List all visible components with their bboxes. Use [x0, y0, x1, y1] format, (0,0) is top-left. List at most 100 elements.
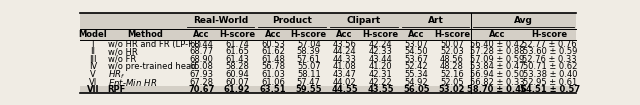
- Text: 61.92: 61.92: [224, 85, 250, 94]
- Text: Real-World: Real-World: [193, 16, 248, 25]
- Text: 53.02: 53.02: [439, 85, 465, 94]
- Text: 48.56: 48.56: [440, 55, 464, 64]
- Text: 53.38 ± 0.40: 53.38 ± 0.40: [523, 70, 577, 79]
- Text: 42.31: 42.31: [369, 70, 392, 79]
- Bar: [80, 63, 576, 71]
- Text: 56.78: 56.78: [261, 62, 285, 71]
- Text: H-score: H-score: [434, 30, 470, 39]
- Text: 42.22: 42.22: [369, 78, 392, 87]
- Text: 68.90: 68.90: [189, 55, 213, 64]
- Text: 52.05: 52.05: [440, 78, 464, 87]
- Bar: [80, 86, 576, 93]
- Text: w/o FR: w/o FR: [108, 55, 136, 64]
- Text: 52.42: 52.42: [404, 62, 428, 71]
- Text: H-score: H-score: [362, 30, 399, 39]
- Text: 60.07: 60.07: [225, 78, 249, 87]
- Text: 58.28: 58.28: [225, 62, 249, 71]
- Text: 41.08: 41.08: [333, 62, 356, 71]
- Text: Method: Method: [127, 30, 163, 39]
- Text: 57.47: 57.47: [297, 78, 321, 87]
- Bar: [80, 13, 576, 40]
- Text: 54.92: 54.92: [404, 78, 428, 87]
- Text: 48.28: 48.28: [440, 62, 464, 71]
- Text: 55.34: 55.34: [404, 70, 428, 79]
- Text: II: II: [90, 47, 95, 56]
- Text: 61.74: 61.74: [225, 40, 249, 49]
- Text: 57.28 ± 0.88: 57.28 ± 0.88: [470, 47, 525, 56]
- Text: 53.84 ± 0.47: 53.84 ± 0.47: [470, 62, 525, 71]
- Text: 53.60 ± 0.59: 53.60 ± 0.59: [523, 47, 577, 56]
- Text: 68.44: 68.44: [189, 40, 213, 49]
- Text: 52.16: 52.16: [440, 70, 464, 79]
- Text: 54.51 ± 0.57: 54.51 ± 0.57: [520, 85, 580, 94]
- Text: 58.39: 58.39: [297, 47, 321, 56]
- Text: 52.03: 52.03: [440, 47, 464, 56]
- Text: 61.65: 61.65: [225, 47, 249, 56]
- Text: 58.70 ± 0.46: 58.70 ± 0.46: [467, 85, 527, 94]
- Text: H-score: H-score: [291, 30, 327, 39]
- Text: 67.93: 67.93: [189, 70, 213, 79]
- Text: $\mathit{Ent}$-$\mathit{Min\ HR}$: $\mathit{Ent}$-$\mathit{Min\ HR}$: [108, 77, 157, 88]
- Text: $\mathit{HR_f}$: $\mathit{HR_f}$: [108, 68, 125, 81]
- Text: w/o HR and FR (LP-FT): w/o HR and FR (LP-FT): [108, 40, 201, 49]
- Text: Clipart: Clipart: [347, 16, 381, 25]
- Text: RPF: RPF: [108, 85, 126, 94]
- Text: 57.61: 57.61: [297, 55, 321, 64]
- Text: 56.05: 56.05: [403, 85, 429, 94]
- Text: 44.55: 44.55: [331, 85, 358, 94]
- Text: I: I: [92, 40, 94, 49]
- Bar: [80, 48, 576, 55]
- Text: 41.20: 41.20: [369, 62, 392, 71]
- Text: 43.56: 43.56: [333, 40, 356, 49]
- Text: 60.53: 60.53: [261, 40, 285, 49]
- Text: VII: VII: [86, 85, 99, 94]
- Bar: [80, 40, 576, 48]
- Text: 43.44: 43.44: [369, 55, 392, 64]
- Text: 65.08: 65.08: [189, 62, 213, 71]
- Text: 61.62: 61.62: [261, 47, 285, 56]
- Text: 59.55: 59.55: [296, 85, 322, 94]
- Text: 61.48: 61.48: [261, 55, 285, 64]
- Text: Art: Art: [428, 16, 444, 25]
- Text: 43.55: 43.55: [367, 85, 394, 94]
- Text: Product: Product: [272, 16, 312, 25]
- Text: 52.95 ± 0.61: 52.95 ± 0.61: [523, 78, 577, 87]
- Text: 61.43: 61.43: [225, 55, 249, 64]
- Text: Model: Model: [79, 30, 108, 39]
- Bar: [80, 71, 576, 78]
- Text: 56.82 ± 0.33: 56.82 ± 0.33: [470, 78, 525, 87]
- Text: IV: IV: [89, 62, 97, 71]
- Text: 67.28: 67.28: [189, 78, 213, 87]
- Text: 52.77 ± 0.76: 52.77 ± 0.76: [522, 40, 577, 49]
- Text: 63.51: 63.51: [260, 85, 286, 94]
- Text: 44.24: 44.24: [333, 47, 356, 56]
- Text: 60.94: 60.94: [225, 70, 249, 79]
- Text: 68.77: 68.77: [189, 47, 213, 56]
- Text: 56.94 ± 0.50: 56.94 ± 0.50: [470, 70, 525, 79]
- Text: 56.40 ± 0.42: 56.40 ± 0.42: [470, 40, 525, 49]
- Text: 53.07: 53.07: [404, 40, 428, 49]
- Text: Acc: Acc: [408, 30, 424, 39]
- Text: H-score: H-score: [532, 30, 568, 39]
- Text: 50.71 ± 0.62: 50.71 ± 0.62: [523, 62, 577, 71]
- Text: Acc: Acc: [193, 30, 209, 39]
- Text: 50.07: 50.07: [440, 40, 464, 49]
- Text: 42.33: 42.33: [369, 47, 392, 56]
- Text: Acc: Acc: [336, 30, 353, 39]
- Text: 54.50: 54.50: [404, 47, 428, 56]
- Text: 42.24: 42.24: [369, 40, 392, 49]
- Text: VI: VI: [89, 78, 97, 87]
- Bar: [80, 78, 576, 86]
- Text: 55.07: 55.07: [297, 62, 321, 71]
- Text: 43.47: 43.47: [333, 70, 356, 79]
- Text: Acc: Acc: [489, 30, 506, 39]
- Text: H-score: H-score: [219, 30, 255, 39]
- Text: 58.11: 58.11: [297, 70, 321, 79]
- Text: w/o HR: w/o HR: [108, 47, 138, 56]
- Text: 52.76 ± 0.33: 52.76 ± 0.33: [522, 55, 577, 64]
- Text: 57.04: 57.04: [297, 40, 321, 49]
- Text: III: III: [89, 55, 97, 64]
- Text: Avg: Avg: [514, 16, 533, 25]
- Text: 44.02: 44.02: [333, 78, 356, 87]
- Text: Acc: Acc: [265, 30, 281, 39]
